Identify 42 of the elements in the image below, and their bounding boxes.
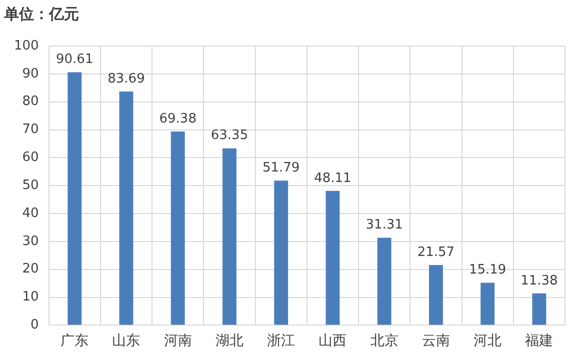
x-tick-label: 浙江 [267,333,296,350]
data-label: 63.35 [210,128,248,144]
y-tick-label: 60 [22,150,39,166]
data-label: 11.38 [520,273,558,288]
bar [68,72,82,325]
data-label: 21.57 [417,244,455,260]
bar [119,92,134,325]
y-tick-label: 20 [22,262,39,277]
x-tick-label: 福建 [525,333,554,350]
data-label: 69.38 [159,111,196,126]
x-tick-label: 云南 [422,333,450,350]
x-tick-label: 广东 [60,333,89,350]
bar [274,180,288,325]
data-label: 51.79 [262,160,300,176]
bar [170,131,185,325]
y-tick-label: 100 [14,38,39,54]
bar [377,238,392,325]
bar [532,293,546,325]
data-label: 31.31 [366,218,403,233]
y-tick-label: 10 [22,290,39,305]
y-tick-label: 0 [30,318,39,333]
y-tick-label: 50 [22,178,39,193]
data-label: 90.61 [56,52,94,68]
x-tick-label: 河南 [164,333,192,350]
y-tick-label: 70 [22,122,39,138]
bar [428,264,443,325]
chart-title: 单位：亿元 [3,4,79,23]
data-label: 83.69 [108,71,145,86]
y-tick-label: 40 [22,206,39,221]
y-tick-label: 30 [22,234,39,249]
data-label: 48.11 [314,170,352,186]
y-tick-label: 90 [22,66,39,82]
bar [480,282,495,325]
x-tick-label: 山东 [112,333,140,350]
x-tick-label: 山西 [318,333,347,350]
bar [326,190,340,325]
y-tick-label: 80 [22,94,39,110]
bar [222,148,236,325]
data-label: 15.19 [468,262,506,278]
x-tick-label: 河北 [474,333,502,350]
x-tick-label: 湖北 [215,333,244,350]
x-tick-label: 北京 [370,333,398,350]
